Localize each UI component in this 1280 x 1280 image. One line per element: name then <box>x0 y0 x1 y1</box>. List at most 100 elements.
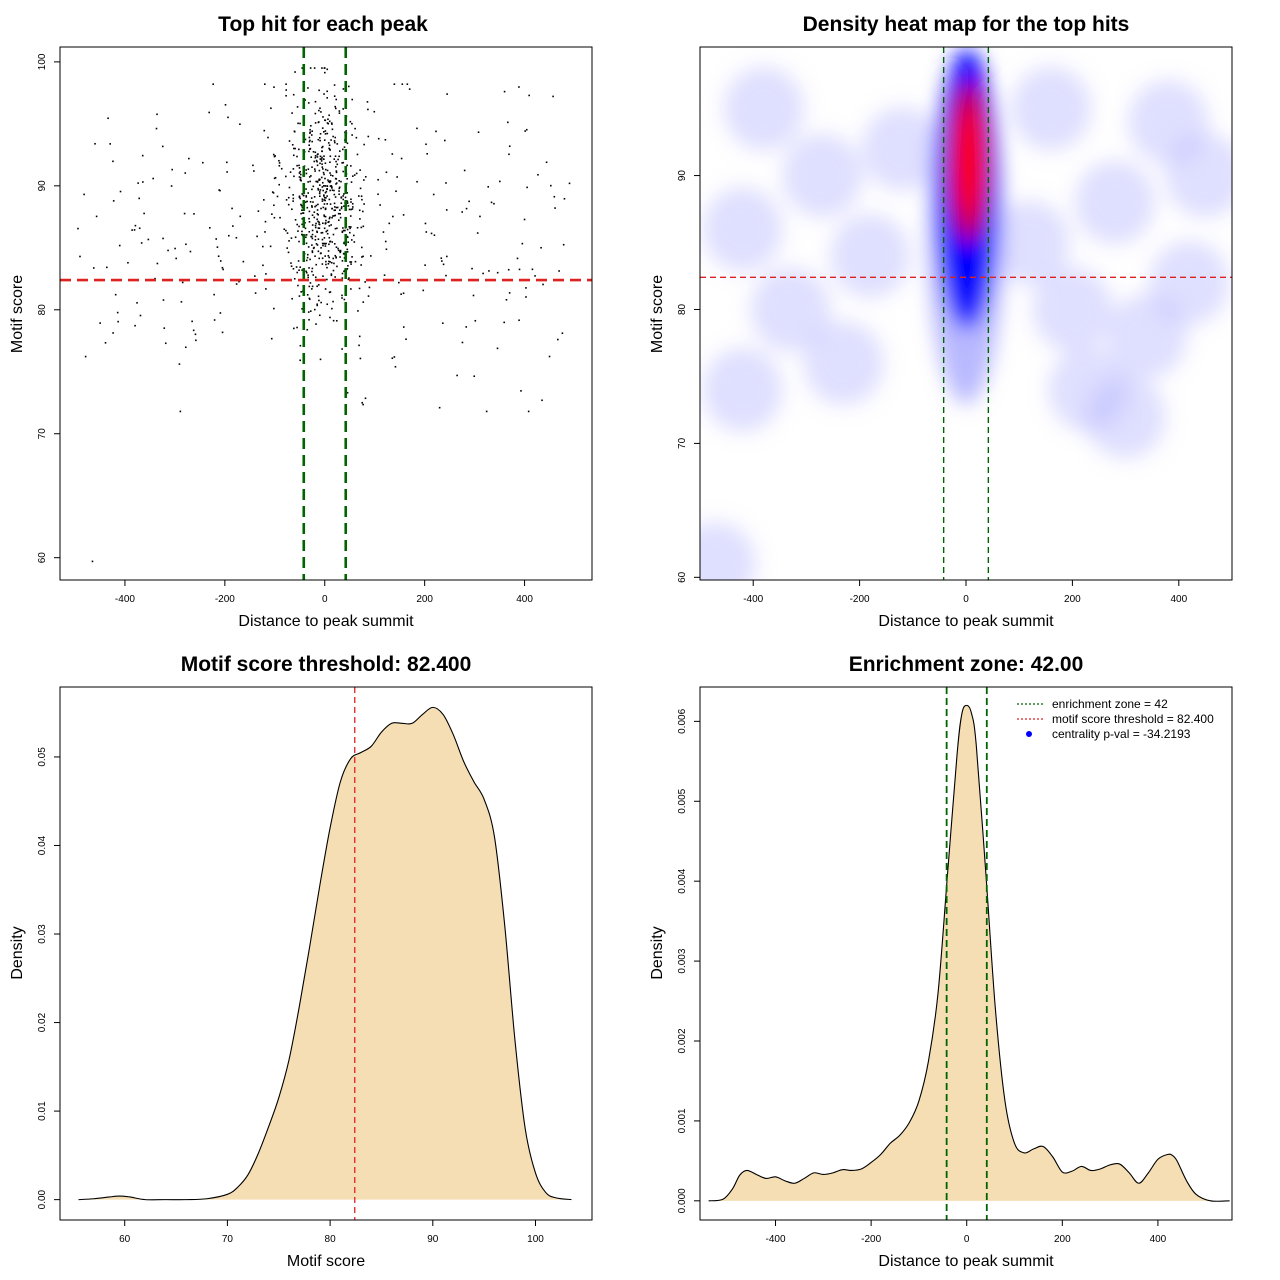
scatter-point <box>322 189 324 192</box>
scatter-point <box>293 147 295 150</box>
scatter-point <box>349 231 351 234</box>
scatter-point <box>296 155 298 158</box>
scatter-point <box>321 242 324 245</box>
scatter-point <box>311 250 314 252</box>
scatter-point <box>256 235 258 238</box>
scatter-point <box>507 268 510 271</box>
scatter-point <box>315 204 318 207</box>
scatter-point <box>343 205 345 207</box>
scatter-point <box>335 183 337 185</box>
scatter-point <box>328 256 330 259</box>
scatter-point <box>314 255 316 257</box>
scatter-point <box>317 203 319 206</box>
scatter-point <box>285 89 288 91</box>
scatter-point <box>222 268 224 271</box>
scatter-point <box>328 147 330 150</box>
scatter-point <box>360 264 362 266</box>
scatter-point <box>332 135 334 138</box>
scatter-point <box>308 230 311 233</box>
scatter-point <box>346 142 349 145</box>
scatter-point <box>162 237 164 240</box>
density-blob <box>700 521 756 580</box>
scatter-point <box>518 319 520 322</box>
scatter-point <box>309 131 312 133</box>
scatter-point <box>302 194 305 197</box>
scatter-point <box>290 237 293 239</box>
scatter-point <box>297 122 299 125</box>
scatter-point <box>326 232 329 235</box>
scatter-point <box>342 88 345 90</box>
scatter-point <box>318 109 320 112</box>
scatter-point <box>306 294 309 296</box>
scatter-point <box>231 207 233 210</box>
scatter-point <box>286 247 289 249</box>
scatter-point <box>323 139 326 141</box>
scatter-point <box>293 175 295 178</box>
scatter-point <box>300 203 302 206</box>
scatter-point <box>315 243 318 245</box>
scatter-point <box>311 285 314 288</box>
scatter-point <box>377 178 379 181</box>
scatter-point <box>309 128 311 131</box>
scatter-point <box>351 208 354 210</box>
scatter-point <box>311 205 313 207</box>
scatter-point <box>301 233 303 236</box>
scatter-point <box>337 158 339 161</box>
scatter-point <box>298 167 301 169</box>
scatter-point <box>385 171 388 174</box>
scatter-point <box>472 294 475 297</box>
scatter-point <box>321 200 324 202</box>
scatter-point <box>131 229 133 231</box>
scatter-point <box>226 161 228 164</box>
scatter-point <box>341 277 344 279</box>
scatter-point <box>188 157 190 160</box>
density-area <box>708 687 1230 1220</box>
scatter-point <box>328 291 331 294</box>
scatter-point <box>309 201 312 203</box>
scatter-point <box>329 189 331 192</box>
scatter-point <box>324 288 327 290</box>
scatter-point <box>334 196 337 198</box>
x-tick-label: 0 <box>964 1234 970 1245</box>
scatter-point <box>134 224 137 227</box>
scatter-point <box>558 270 560 272</box>
scatter-point <box>561 332 564 335</box>
scatter-point <box>320 247 322 249</box>
scatter-point <box>164 342 167 345</box>
scatter-point <box>232 225 234 227</box>
scatter-point <box>91 560 94 563</box>
legend-item-threshold: motif score threshold = 82.400 <box>1052 712 1214 726</box>
scatter-point <box>312 201 314 203</box>
scatter-point <box>183 212 186 215</box>
scatter-point <box>184 346 187 349</box>
scatter-point <box>264 231 266 233</box>
scatter-point <box>398 281 400 284</box>
scatter-point <box>507 121 509 124</box>
scatter-point <box>138 197 140 200</box>
scatter-point <box>358 287 361 290</box>
chart-title: Top hit for each peak <box>218 13 428 36</box>
scatter-point <box>316 209 319 211</box>
scatter-panel: Top hit for each peak -400 -200 0 200 400 60 7… <box>9 13 593 630</box>
scatter-point <box>305 270 307 273</box>
scatter-point <box>298 269 300 271</box>
scatter-point <box>296 164 298 167</box>
scatter-point <box>333 140 336 142</box>
scatter-point <box>312 150 315 153</box>
scatter-point <box>351 98 354 101</box>
scatter-point <box>317 284 320 286</box>
scatter-point <box>316 303 318 306</box>
scatter-point <box>133 229 136 231</box>
scatter-point <box>346 192 349 194</box>
scatter-point <box>297 284 299 287</box>
scatter-point <box>270 337 273 340</box>
scatter-point <box>331 307 333 310</box>
y-tick-label: 0.000 <box>677 1188 688 1213</box>
scatter-point <box>317 187 319 190</box>
scatter-point <box>477 131 480 134</box>
scatter-point <box>301 308 303 310</box>
scatter-point <box>170 185 173 187</box>
scatter-point <box>342 108 344 110</box>
scatter-point <box>335 206 338 209</box>
